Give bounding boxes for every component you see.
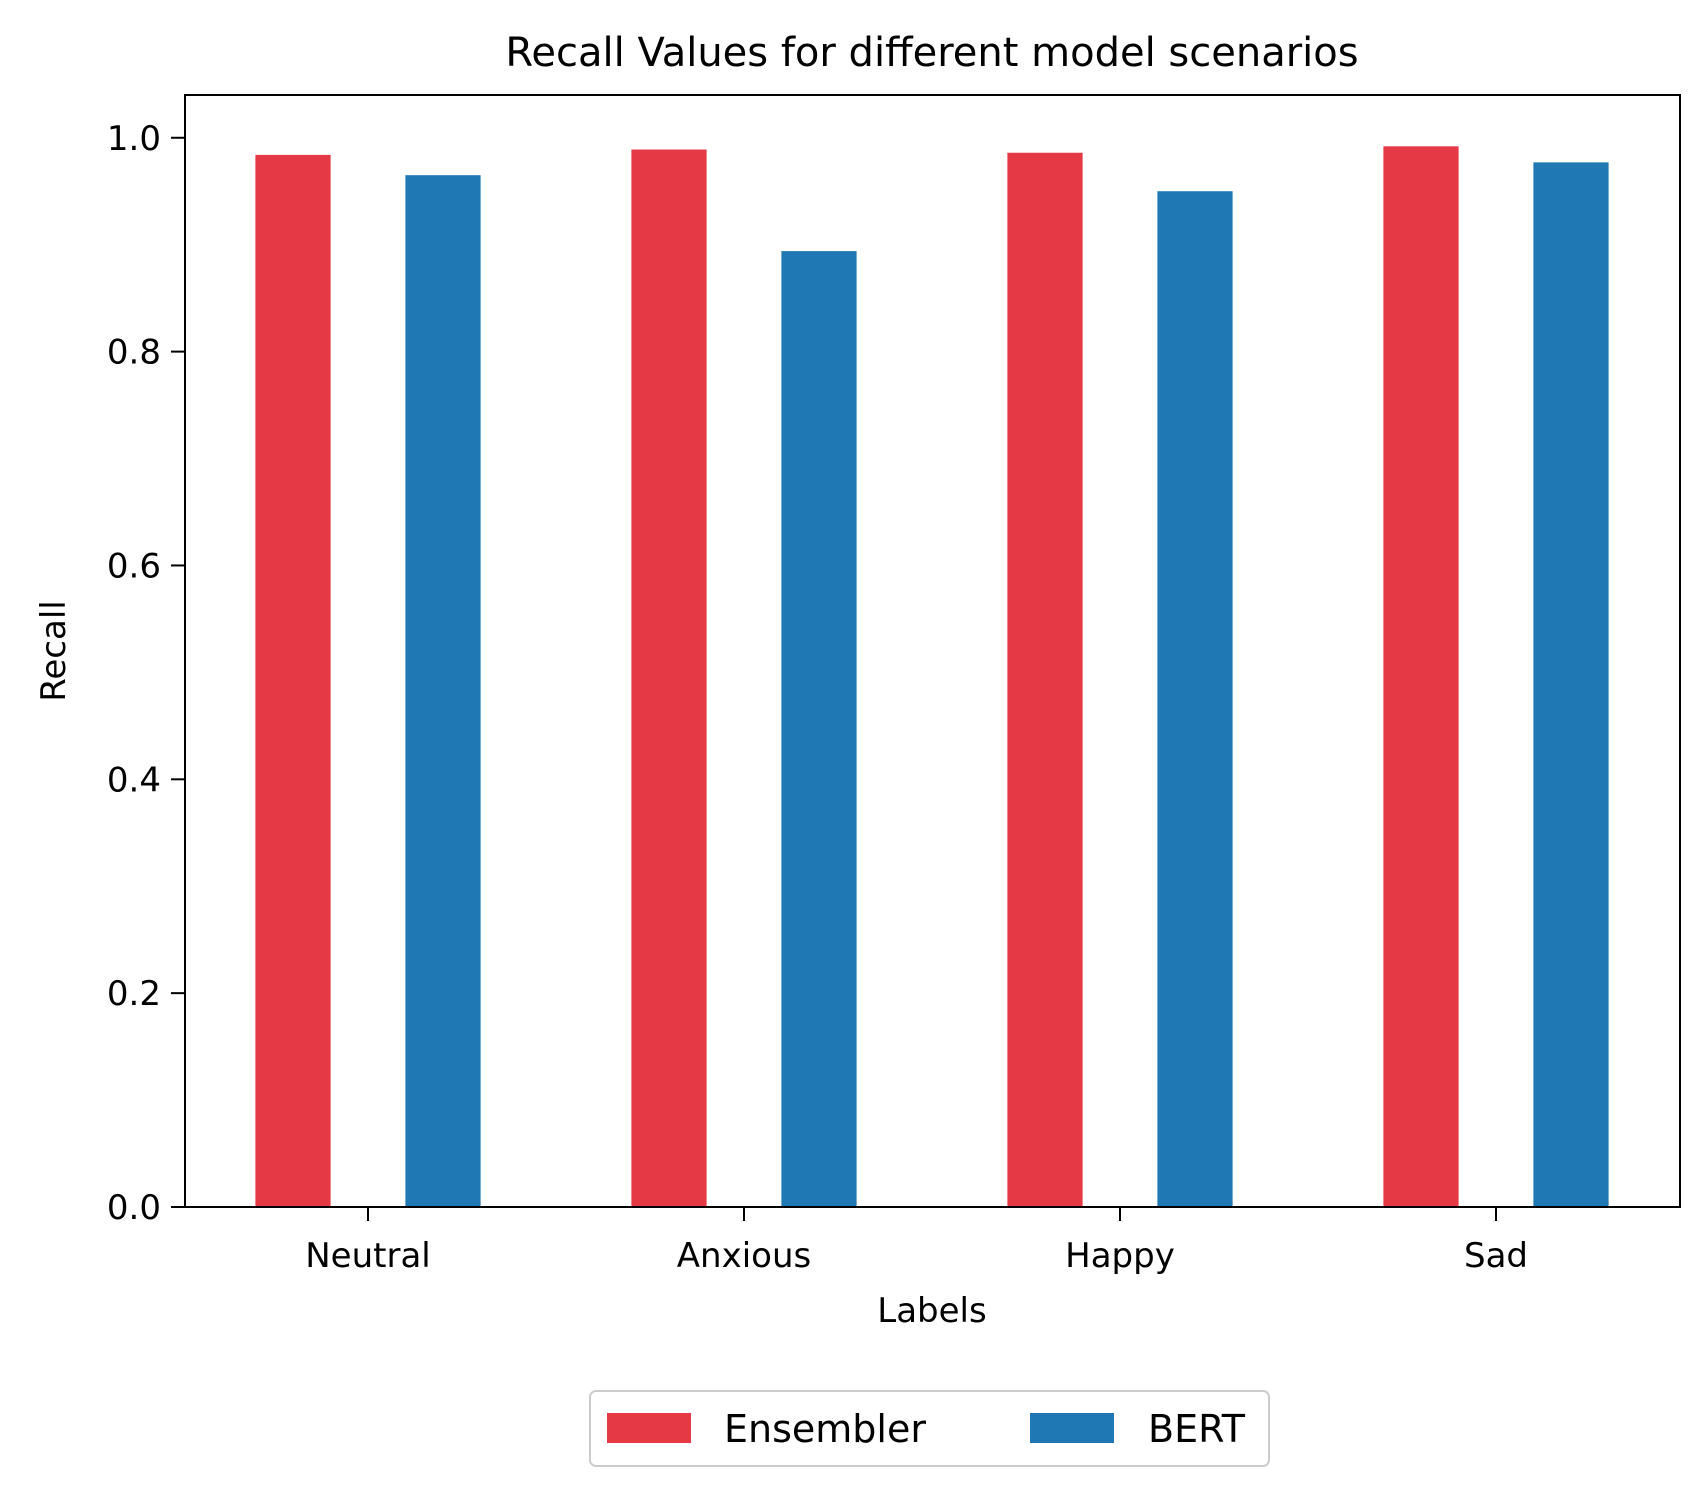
bar-ensembler-happy — [1007, 152, 1083, 1208]
x-axis-ticks: Neutral Anxious Happy Sad — [305, 1207, 1528, 1276]
x-tick-label-sad: Sad — [1464, 1236, 1528, 1276]
y-tick-label: 0.2 — [107, 974, 161, 1014]
legend-box — [589, 1390, 1270, 1467]
x-tick-label-anxious: Anxious — [677, 1236, 811, 1276]
bar-bert-happy — [1157, 191, 1233, 1208]
y-axis-ticks: 0.0 0.2 0.4 0.6 0.8 1.0 — [107, 119, 185, 1228]
x-tick-label-happy: Happy — [1065, 1236, 1175, 1276]
legend: Ensembler BERT — [589, 1390, 1270, 1467]
bar-ensembler-neutral — [255, 154, 331, 1207]
bar-ensembler-anxious — [631, 149, 707, 1207]
y-tick-label: 0.8 — [107, 333, 161, 373]
bar-bert-sad — [1533, 162, 1609, 1208]
bar-bert-anxious — [781, 251, 857, 1208]
y-tick-label: 1.0 — [107, 119, 161, 159]
legend-label-ensembler: Ensembler — [724, 1407, 926, 1451]
x-axis-label: Labels — [877, 1291, 986, 1331]
chart-title: Recall Values for different model scenar… — [505, 30, 1358, 76]
y-tick-label: 0.0 — [107, 1188, 161, 1228]
x-tick-label-neutral: Neutral — [305, 1236, 431, 1276]
legend-swatch-bert — [1030, 1413, 1114, 1443]
bar-bert-neutral — [405, 175, 481, 1208]
y-tick-label: 0.6 — [107, 546, 161, 586]
bar-ensembler-sad — [1383, 146, 1459, 1207]
legend-label-bert: BERT — [1148, 1407, 1246, 1451]
plot-frame — [184, 94, 1681, 1208]
legend-swatch-ensembler — [607, 1413, 691, 1443]
y-tick-label: 0.4 — [107, 760, 161, 800]
y-axis-label: Recall — [34, 600, 74, 701]
bars-layer — [255, 146, 1609, 1208]
